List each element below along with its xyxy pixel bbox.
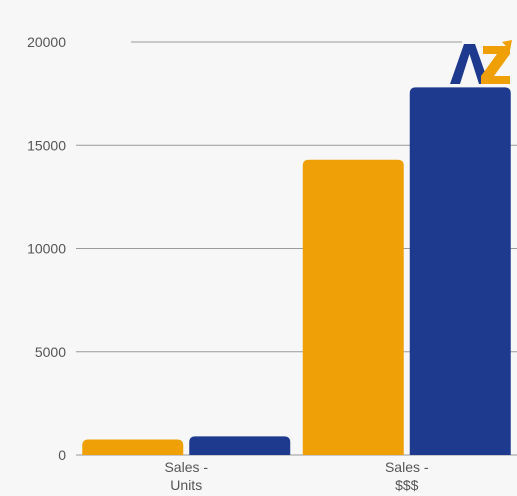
y-tick-label: 20000 (27, 34, 66, 50)
bar-series1-cat1 (82, 439, 184, 455)
y-tick-label: 15000 (27, 137, 66, 153)
bars (82, 87, 511, 456)
y-tick-label: 5000 (35, 344, 66, 360)
logo-letter-z (481, 46, 510, 84)
bar-series2-cat1 (189, 436, 291, 455)
bar-series1-cat2 (302, 159, 404, 455)
az-logo (450, 40, 512, 84)
x-axis-category-labels: Sales -Units Sales -$$$ (164, 459, 428, 493)
x-category-label: Sales -Units (164, 459, 208, 493)
y-axis-tick-labels: 0 5000 10000 15000 20000 (27, 34, 66, 463)
y-tick-label: 10000 (27, 241, 66, 257)
x-category-label: Sales -$$$ (385, 459, 429, 493)
bar-series2-cat2 (409, 87, 511, 456)
y-tick-label: 0 (58, 447, 66, 463)
logo-arrow-icon (502, 40, 512, 50)
logo-letter-a (450, 44, 489, 84)
